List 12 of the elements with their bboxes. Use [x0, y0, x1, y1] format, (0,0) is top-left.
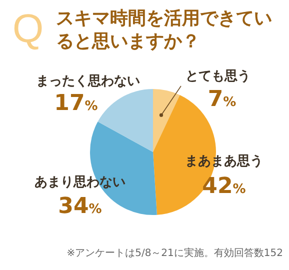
- data-label: 34%: [58, 194, 102, 219]
- data-label: 17%: [54, 91, 98, 116]
- data-label: 42%: [202, 174, 246, 199]
- pie-slice: [98, 89, 153, 152]
- text: Q: [12, 7, 44, 51]
- slice-label: あまり思わない: [34, 175, 126, 190]
- slice-label: とても思う: [186, 69, 250, 84]
- pie-slice: [153, 89, 180, 152]
- slice-label: まったく思わない: [36, 74, 140, 89]
- data-label: 7%: [208, 87, 236, 112]
- chart-title: スキマ時間を活用できていると思いますか？: [56, 8, 272, 52]
- text: ※アンケートは5/8～21に実施。有効回答数152: [66, 247, 283, 259]
